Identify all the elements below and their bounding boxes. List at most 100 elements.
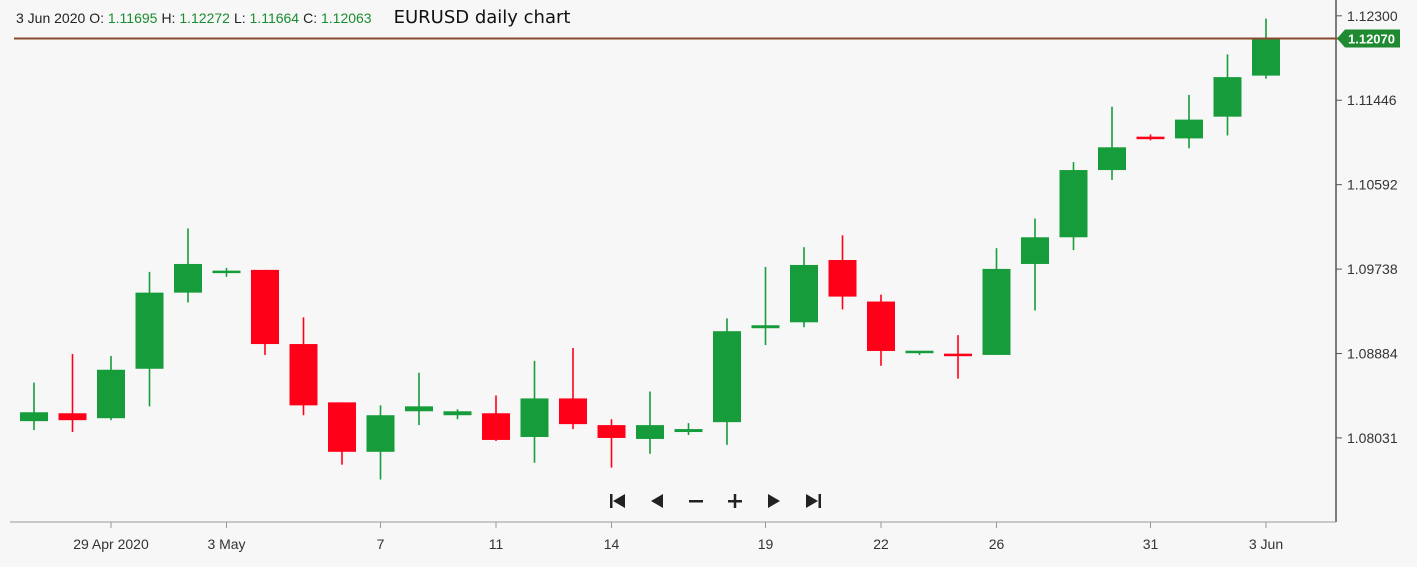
candle-body <box>212 270 241 274</box>
candle[interactable] <box>1213 54 1242 136</box>
zoom-out-button[interactable] <box>676 488 715 514</box>
candle[interactable] <box>174 228 202 303</box>
candle-body <box>944 353 972 357</box>
candle-body <box>905 350 934 354</box>
x-tick-label: 26 <box>989 536 1005 552</box>
x-tick-label: 19 <box>758 536 774 552</box>
candle-body <box>751 325 780 329</box>
candle[interactable] <box>405 372 433 426</box>
candle-body <box>828 260 857 297</box>
next-button[interactable] <box>754 488 793 514</box>
candle-body <box>636 425 664 439</box>
candle-body <box>97 369 125 419</box>
candle[interactable] <box>482 395 510 441</box>
triangle-left-icon <box>650 494 663 508</box>
close-label: C: <box>303 10 318 26</box>
candle[interactable] <box>58 353 87 433</box>
candle-body <box>520 398 549 437</box>
candle[interactable] <box>944 335 972 379</box>
candle[interactable] <box>828 235 857 310</box>
candle-body <box>790 264 818 323</box>
candle[interactable] <box>289 317 318 416</box>
x-tick-label: 22 <box>873 536 889 552</box>
candle-body <box>328 402 356 452</box>
candle-body <box>559 398 587 425</box>
candle[interactable] <box>520 360 549 463</box>
candle-body <box>713 331 741 423</box>
candle-body <box>674 429 703 433</box>
triangle-right-icon <box>767 494 780 508</box>
candle[interactable] <box>443 409 472 420</box>
candle[interactable] <box>674 423 703 435</box>
y-tick-label: 1.08031 <box>1347 430 1398 446</box>
candle[interactable] <box>135 271 164 407</box>
high-value: 1.12272 <box>179 10 230 26</box>
candle[interactable] <box>1059 162 1088 251</box>
current-price-label: 1.12070 <box>1348 32 1395 47</box>
low-label: L: <box>233 10 246 26</box>
y-tick-label: 1.10592 <box>1347 177 1398 193</box>
candle[interactable] <box>790 247 818 328</box>
candle[interactable] <box>1136 134 1165 141</box>
candle-body <box>443 411 472 416</box>
current-price-tag <box>1337 29 1400 48</box>
header-date: 3 Jun 2020 <box>16 10 86 26</box>
candle-body <box>1059 170 1088 238</box>
candle[interactable] <box>982 248 1011 355</box>
candle[interactable] <box>1175 94 1203 149</box>
candle-body <box>1175 119 1203 139</box>
y-tick-label: 1.11446 <box>1347 92 1397 108</box>
candle-body <box>135 292 164 369</box>
candle-body <box>251 269 279 345</box>
close-value: 1.12063 <box>320 10 372 26</box>
candle[interactable] <box>559 348 587 430</box>
skip-to-end-icon <box>805 494 821 508</box>
x-tick-label: 3 Jun <box>1249 536 1283 552</box>
last-button[interactable] <box>793 488 832 514</box>
candle-body <box>58 413 87 421</box>
candle-body <box>597 425 626 438</box>
candle-body <box>982 268 1011 355</box>
y-tick-label: 1.09738 <box>1347 261 1398 277</box>
plus-icon <box>727 494 742 508</box>
first-button[interactable] <box>598 488 637 514</box>
candle-body <box>366 415 395 452</box>
candle[interactable] <box>212 267 241 277</box>
candle[interactable] <box>1252 18 1280 79</box>
candle-body <box>20 412 48 422</box>
high-label: H: <box>161 10 176 26</box>
candle[interactable] <box>1021 218 1049 311</box>
candle[interactable] <box>20 382 48 431</box>
candle-body <box>174 263 202 293</box>
candle[interactable] <box>97 355 125 421</box>
chart-title: EURUSD daily chart <box>393 7 571 28</box>
candle[interactable] <box>636 391 664 454</box>
candle-body <box>405 406 433 412</box>
candle[interactable] <box>1098 106 1126 180</box>
candle[interactable] <box>867 294 895 366</box>
candle[interactable] <box>328 402 356 465</box>
candle[interactable] <box>751 266 780 346</box>
candle-body <box>1136 136 1165 140</box>
candle-body <box>1021 237 1049 264</box>
open-value: 1.11695 <box>107 10 158 26</box>
candle-body <box>289 344 318 406</box>
candle-body <box>867 301 895 351</box>
candle-body <box>1098 147 1126 171</box>
candle[interactable] <box>251 269 279 355</box>
candle[interactable] <box>597 419 626 468</box>
ohlc-header: 3 Jun 2020 O: 1.11695 H: 1.12272 L: 1.11… <box>16 7 571 28</box>
zoom-in-button[interactable] <box>715 488 754 514</box>
x-tick-label: 29 Apr 2020 <box>73 536 149 552</box>
candle[interactable] <box>366 405 395 480</box>
candle-body <box>1213 77 1242 117</box>
minus-icon <box>688 500 703 503</box>
y-tick-label: 1.08884 <box>1347 346 1398 362</box>
open-label: O: <box>89 10 104 26</box>
candle[interactable] <box>713 318 741 445</box>
prev-button[interactable] <box>637 488 676 514</box>
skip-to-start-icon <box>609 494 625 508</box>
candle[interactable] <box>905 350 934 355</box>
